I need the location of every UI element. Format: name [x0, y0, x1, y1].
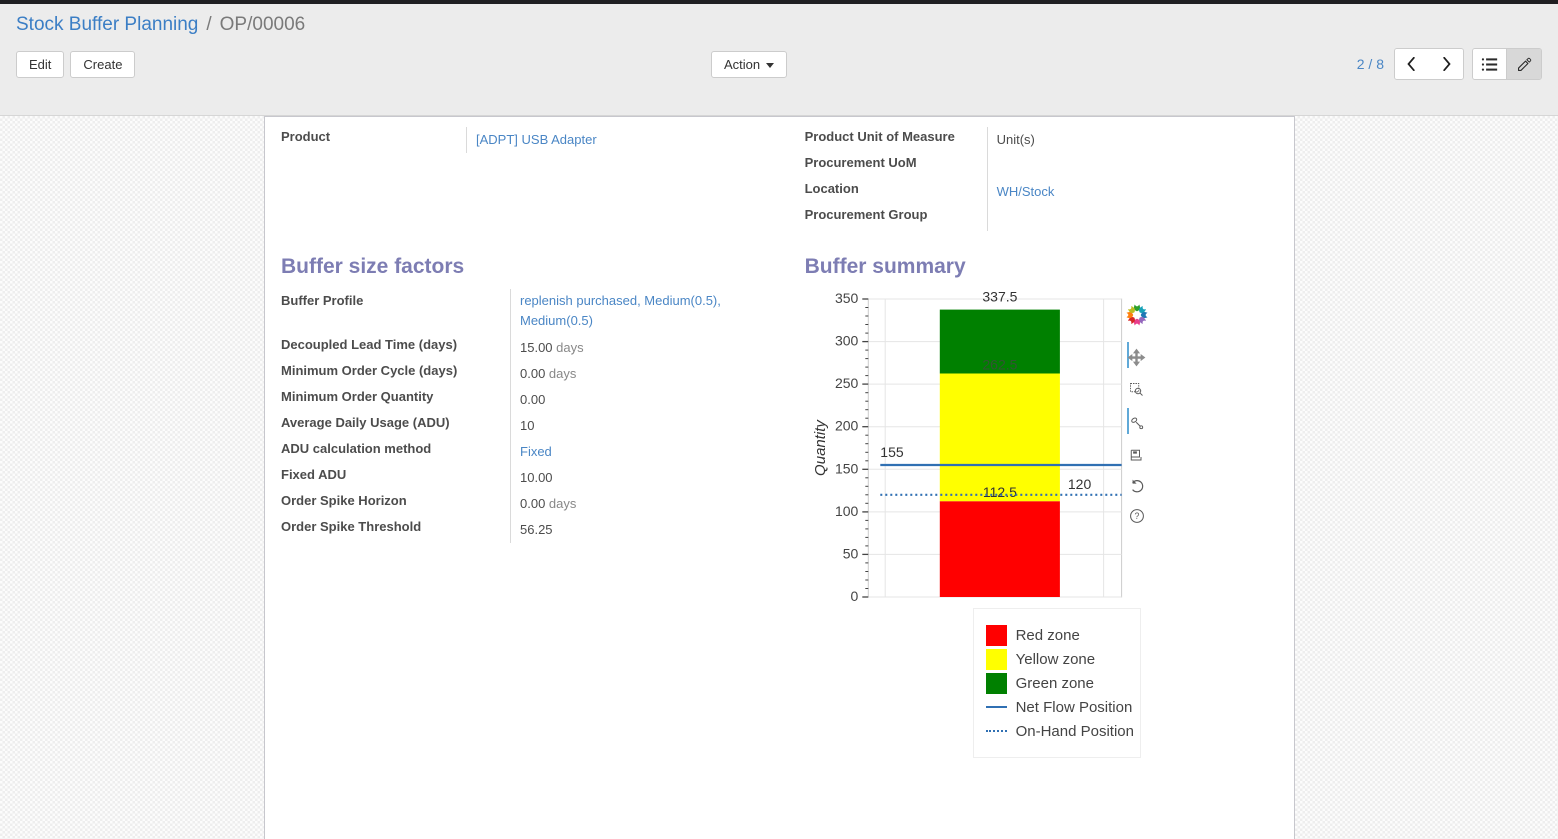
svg-text:262.5: 262.5	[982, 357, 1017, 373]
svg-text:200: 200	[835, 418, 859, 434]
svg-text:50: 50	[842, 545, 858, 561]
svg-text:120: 120	[1067, 476, 1091, 492]
svg-text:155: 155	[880, 444, 904, 460]
svg-text:112.5: 112.5	[982, 484, 1016, 500]
svg-text:Quantity: Quantity	[812, 419, 829, 476]
svg-text:350: 350	[835, 290, 859, 306]
svg-text:0: 0	[850, 588, 858, 604]
svg-text:300: 300	[835, 333, 859, 349]
svg-text:150: 150	[835, 460, 859, 476]
svg-text:337.5: 337.5	[982, 289, 1017, 305]
svg-text:?: ?	[1134, 511, 1139, 521]
svg-text:100: 100	[835, 503, 859, 519]
svg-text:250: 250	[835, 375, 859, 391]
